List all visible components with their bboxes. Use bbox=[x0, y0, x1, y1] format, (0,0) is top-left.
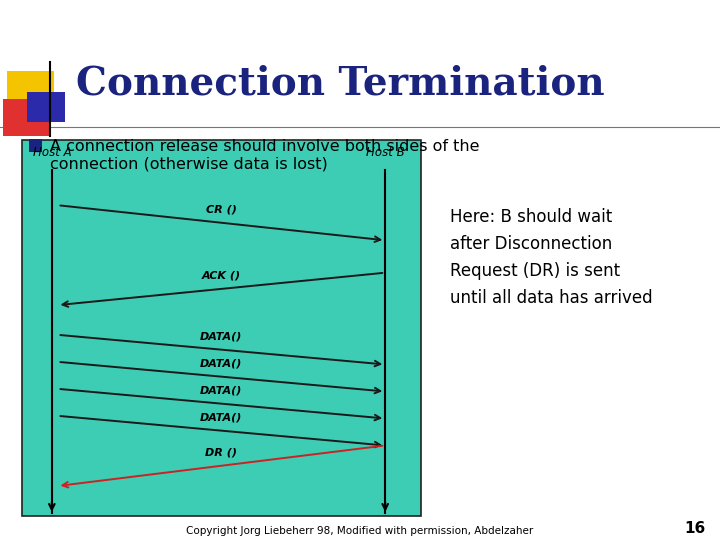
Text: Connection Termination: Connection Termination bbox=[76, 65, 604, 103]
Text: DATA(): DATA() bbox=[200, 412, 243, 422]
Text: DATA(): DATA() bbox=[200, 385, 243, 395]
Text: DATA(): DATA() bbox=[200, 331, 243, 341]
Text: 16: 16 bbox=[684, 521, 706, 536]
Text: Copyright Jorg Liebeherr 98, Modified with permission, Abdelzaher: Copyright Jorg Liebeherr 98, Modified wi… bbox=[186, 525, 534, 536]
Bar bbox=[3, 99, 50, 136]
Text: CR (): CR () bbox=[206, 204, 237, 214]
Bar bbox=[27, 92, 65, 122]
Bar bbox=[29, 139, 42, 152]
Text: connection (otherwise data is lost): connection (otherwise data is lost) bbox=[50, 157, 328, 172]
Bar bbox=[7, 71, 54, 108]
Bar bbox=[22, 140, 421, 516]
Text: Here: B should wait
after Disconnection
Request (DR) is sent
until all data has : Here: B should wait after Disconnection … bbox=[450, 208, 652, 307]
Text: ACK (): ACK () bbox=[202, 270, 241, 280]
Text: A connection release should involve both sides of the: A connection release should involve both… bbox=[50, 139, 480, 154]
Text: DR (): DR () bbox=[205, 447, 238, 457]
Text: Host B: Host B bbox=[366, 146, 405, 159]
Text: DATA(): DATA() bbox=[200, 358, 243, 368]
Text: Host A: Host A bbox=[32, 146, 71, 159]
